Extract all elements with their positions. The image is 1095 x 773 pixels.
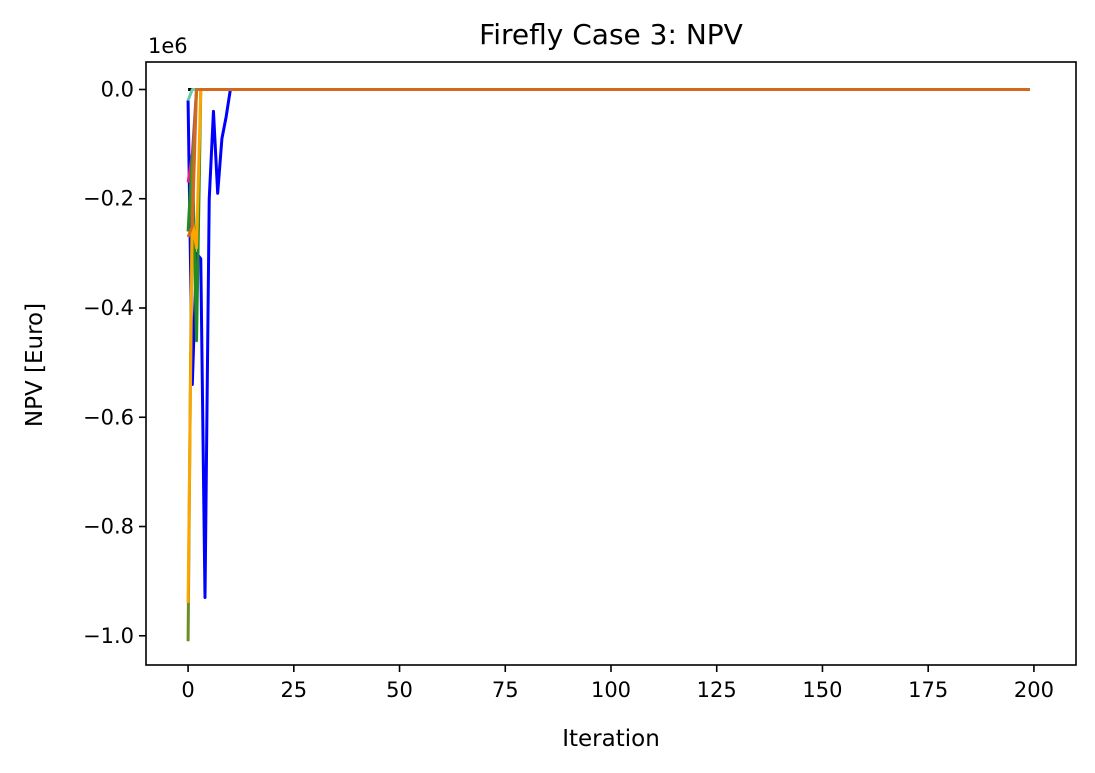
x-axis-label: Iteration [562, 726, 660, 752]
plot-area [186, 87, 1030, 642]
chart-title: Firefly Case 3: NPV [479, 18, 743, 51]
x-tick-label: 150 [802, 678, 842, 702]
plot-frame [145, 61, 1077, 666]
y-axis: 0.0 −0.2 −0.4 −0.6 −0.8 −1.0 [83, 77, 146, 648]
series-line-8 [186, 87, 1030, 238]
y-axis-offset-label: 1e6 [148, 34, 188, 58]
y-tick-label: −1.0 [83, 624, 134, 648]
x-tick-label: 75 [492, 678, 519, 702]
x-tick-label: 175 [908, 678, 948, 702]
x-tick-label: 200 [1014, 678, 1054, 702]
y-tick-label: −0.8 [83, 515, 134, 539]
y-tick-label: −0.6 [83, 405, 134, 429]
x-axis: 0 25 50 75 100 125 150 175 200 [181, 665, 1054, 702]
y-axis-label: NPV [Euro] [22, 303, 48, 427]
x-tick-label: 25 [280, 678, 307, 702]
x-tick-label: 50 [386, 678, 413, 702]
x-tick-label: 125 [697, 678, 737, 702]
y-tick-label: 0.0 [101, 77, 134, 101]
y-tick-label: −0.4 [83, 296, 134, 320]
y-tick-label: −0.2 [83, 187, 134, 211]
x-tick-label: 100 [591, 678, 631, 702]
x-tick-label: 0 [181, 678, 194, 702]
